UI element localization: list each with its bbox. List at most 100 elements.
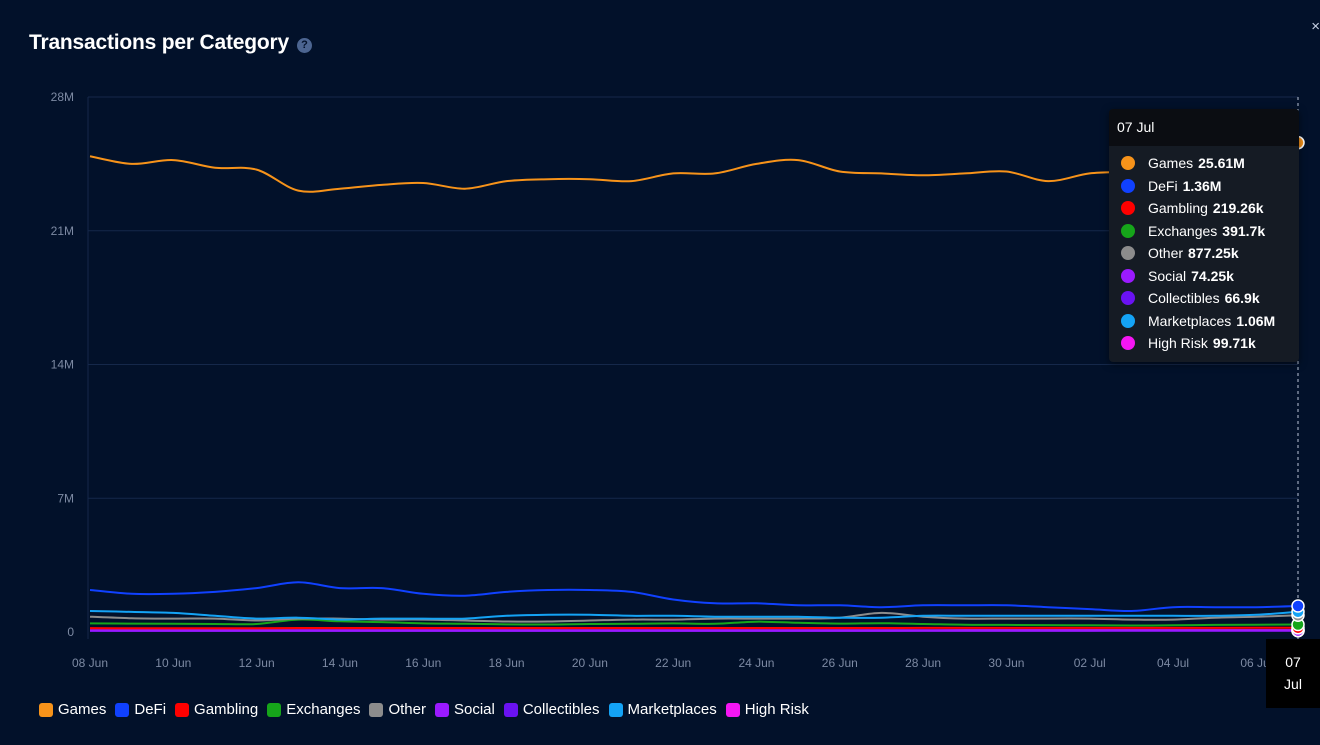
- series-line-other: [89, 611, 1299, 623]
- legend-label: Other: [388, 701, 426, 718]
- tooltip-date: 07 Jul: [1109, 109, 1299, 146]
- series-line-marketplaces: [89, 609, 1299, 621]
- series-line-games: [89, 141, 1299, 193]
- legend-label: Games: [58, 701, 107, 718]
- legend-item[interactable]: High Risk: [725, 701, 809, 718]
- legend-swatch-icon: [434, 702, 449, 717]
- hover-tooltip: 07 Jul Games 25.61M DeFi 1.36M Gambling 219.2…: [1109, 109, 1299, 362]
- legend-label: Social: [453, 701, 495, 718]
- hover-x-label-month: Jul: [1284, 676, 1302, 692]
- tooltip-series-value: 877.25k: [1188, 245, 1239, 262]
- chart-title: Transactions per Category ?: [29, 31, 312, 55]
- legend-item[interactable]: Marketplaces: [608, 701, 717, 718]
- y-tick-label: 7M: [57, 491, 74, 505]
- tooltip-series-value: 391.7k: [1222, 222, 1266, 239]
- legend-item[interactable]: Collectibles: [503, 701, 600, 718]
- tooltip-dot-icon: [1121, 291, 1135, 306]
- legend-swatch-icon: [725, 702, 740, 717]
- x-tick-label: 18 Jun: [489, 656, 525, 670]
- legend-label: Exchanges: [286, 701, 361, 718]
- hover-x-label-day: 07: [1285, 654, 1301, 670]
- legend-label: Marketplaces: [627, 701, 717, 718]
- legend-swatch-icon: [608, 702, 623, 717]
- legend-item[interactable]: Social: [434, 701, 495, 718]
- x-tick-label: 28 Jun: [905, 656, 941, 670]
- tooltip-series-value: 1.06M: [1236, 312, 1276, 329]
- legend-swatch-icon: [503, 702, 518, 717]
- tooltip-row: Exchanges 391.7k: [1109, 220, 1299, 243]
- tooltip-dot-icon: [1121, 268, 1135, 283]
- tooltip-dot-icon: [1121, 223, 1135, 238]
- x-tick-label: 08 Jun: [72, 656, 108, 670]
- legend-label: Collectibles: [522, 701, 600, 718]
- y-axis-ticks: 28M 21M 14M 7M 0: [51, 90, 75, 639]
- tooltip-series-name: DeFi: [1148, 177, 1178, 194]
- legend-swatch-icon: [369, 702, 384, 717]
- tooltip-dot-icon: [1121, 178, 1135, 193]
- legend-swatch-icon: [175, 702, 190, 717]
- tooltip-dot-icon: [1121, 156, 1135, 171]
- hover-marker-defi: [1291, 599, 1305, 613]
- legend-item[interactable]: Exchanges: [267, 701, 360, 718]
- tooltip-series-value: 25.61M: [1198, 155, 1245, 172]
- legend-label: Gambling: [194, 701, 259, 718]
- x-tick-label: 12 Jun: [239, 656, 275, 670]
- x-axis-ticks: 08 Jun 10 Jun 12 Jun 14 Jun 16 Jun 18 Jun 20 J…: [72, 656, 1272, 670]
- x-tick-label: 14 Jun: [322, 656, 358, 670]
- tooltip-dot-icon: [1121, 313, 1135, 328]
- tooltip-row: Games 25.61M: [1109, 152, 1299, 175]
- legend-item[interactable]: Gambling: [175, 701, 258, 718]
- tooltip-series-name: Social: [1148, 267, 1187, 284]
- x-tick-label: 30 Jun: [988, 656, 1024, 670]
- tooltip-series-name: Other: [1148, 245, 1184, 262]
- x-tick-label: 06 Jul: [1240, 656, 1272, 670]
- tooltip-row: Other 877.25k: [1109, 242, 1299, 265]
- tooltip-series-value: 99.71k: [1212, 335, 1256, 352]
- legend-swatch-icon: [39, 702, 53, 717]
- question-circle-icon[interactable]: ?: [296, 37, 312, 53]
- tooltip-series-name: High Risk: [1148, 335, 1208, 352]
- legend-label: DeFi: [134, 701, 167, 718]
- close-icon[interactable]: ×: [1311, 18, 1320, 35]
- tooltip-row: High Risk 99.71k: [1109, 332, 1299, 355]
- tooltip-series-name: Collectibles: [1148, 290, 1220, 307]
- tooltip-row: DeFi 1.36M: [1109, 175, 1299, 198]
- x-tick-label: 10 Jun: [155, 656, 191, 670]
- legend-item[interactable]: DeFi: [115, 701, 166, 718]
- legend-item[interactable]: Games: [39, 701, 106, 718]
- x-tick-label: 20 Jun: [572, 656, 608, 670]
- tooltip-series-name: Games: [1148, 155, 1194, 172]
- legend-swatch-icon: [267, 702, 282, 717]
- series-line-exchanges: [89, 618, 1299, 627]
- tooltip-dot-icon: [1121, 336, 1135, 351]
- page-title: Transactions per Category: [29, 31, 289, 54]
- tooltip-row: Social 74.25k: [1109, 265, 1299, 288]
- x-tick-label: 02 Jul: [1074, 656, 1106, 670]
- tooltip-row: Marketplaces 1.06M: [1109, 310, 1299, 333]
- hover-x-label: 07 Jul: [1266, 639, 1320, 708]
- y-tick-label: 0: [67, 625, 74, 639]
- grid-lines: [87, 96, 1298, 639]
- series-line-defi: [89, 581, 1299, 613]
- x-tick-label: 16 Jun: [405, 656, 441, 670]
- legend-swatch-icon: [115, 702, 130, 717]
- chart-legend: Games DeFi Gambling Exchanges Other Social Col…: [39, 701, 818, 718]
- y-tick-label: 28M: [51, 90, 74, 104]
- tooltip-series-value: 219.26k: [1212, 200, 1264, 217]
- tooltip-series-value: 1.36M: [1182, 177, 1222, 194]
- legend-item[interactable]: Other: [369, 701, 426, 718]
- legend-label: High Risk: [744, 701, 809, 718]
- tooltip-series-name: Marketplaces: [1148, 312, 1232, 329]
- series-lines: [89, 141, 1299, 632]
- tooltip-series-name: Gambling: [1148, 200, 1208, 217]
- tooltip-series-value: 66.9k: [1224, 290, 1260, 307]
- y-tick-label: 21M: [51, 224, 74, 238]
- tooltip-series-name: Exchanges: [1148, 222, 1218, 239]
- y-tick-label: 14M: [51, 358, 74, 372]
- x-tick-label: 22 Jun: [655, 656, 691, 670]
- tooltip-dot-icon: [1121, 201, 1135, 216]
- x-tick-label: 26 Jun: [822, 656, 858, 670]
- x-tick-label: 24 Jun: [738, 656, 774, 670]
- tooltip-row: Collectibles 66.9k: [1109, 287, 1299, 310]
